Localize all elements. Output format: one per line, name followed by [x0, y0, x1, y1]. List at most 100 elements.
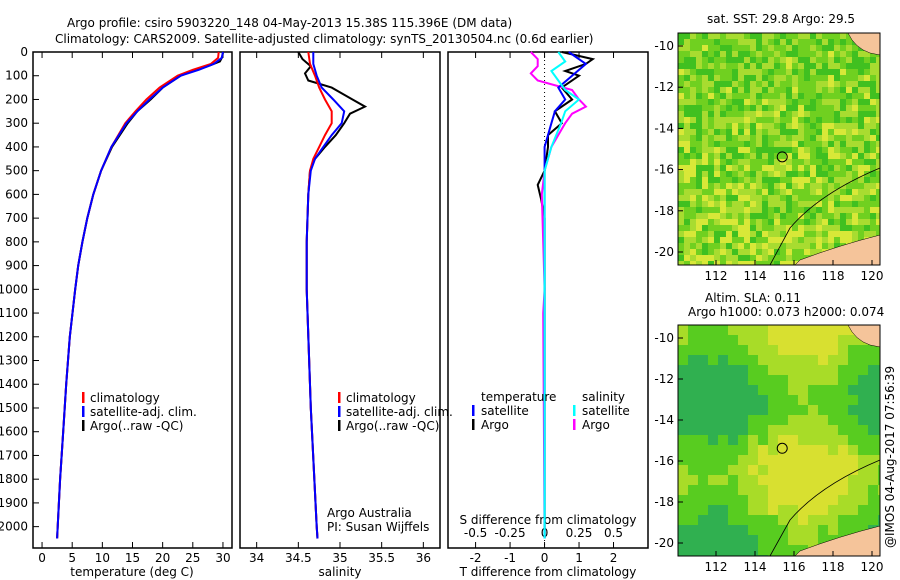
map-cell [738, 69, 744, 75]
map-cell [834, 237, 840, 243]
map-cell [810, 195, 816, 201]
map-cell [678, 375, 688, 385]
depth-tick-label: 200 [5, 92, 28, 106]
map-cell [756, 201, 762, 207]
map-cell [852, 141, 858, 147]
map-cell [708, 147, 714, 153]
depth-tick-label: 1700 [0, 448, 28, 462]
map-cell [818, 415, 828, 425]
map-cell [876, 165, 880, 171]
map-cell [828, 345, 838, 355]
map-cell [778, 445, 788, 455]
map-cell [696, 123, 702, 129]
map-cell [846, 141, 852, 147]
map-cell [758, 425, 768, 435]
map-cell [840, 93, 846, 99]
map-cell [678, 231, 684, 237]
map-cell [808, 505, 818, 515]
map-cell [808, 425, 818, 435]
map-cell [846, 219, 852, 225]
map-cell [828, 365, 838, 375]
map-cell [848, 415, 858, 425]
map-cell [780, 201, 786, 207]
map-cell [688, 385, 698, 395]
map-cell [718, 515, 728, 525]
map-cell [678, 69, 684, 75]
map-cell [878, 365, 880, 375]
argo-location-marker [776, 151, 788, 163]
map-cell [792, 189, 798, 195]
map-cell [698, 355, 708, 365]
map-cell [868, 405, 878, 415]
x-tick-label: 2 [610, 551, 618, 565]
map-cell [714, 165, 720, 171]
map-cell [718, 325, 728, 335]
map-cell [708, 195, 714, 201]
map-cell [698, 345, 708, 355]
map-cell [834, 39, 840, 45]
map-cell [828, 153, 834, 159]
map-cell [748, 475, 758, 485]
map-sla-label-2: Argo h1000: 0.073 h2000: 0.074 [688, 305, 884, 319]
map-cell [714, 243, 720, 249]
map-cell [870, 129, 876, 135]
depth-tick-label: 300 [5, 116, 28, 130]
map-cell [720, 231, 726, 237]
map-cell [762, 99, 768, 105]
map-cell [828, 515, 838, 525]
map-cell [726, 219, 732, 225]
map-cell [738, 345, 748, 355]
map-cell [810, 249, 816, 255]
map-cell [708, 135, 714, 141]
lat-tick-label: -10 [654, 331, 674, 345]
map-cell [690, 105, 696, 111]
map-cell [876, 219, 880, 225]
map-cell [846, 99, 852, 105]
map-cell [804, 225, 810, 231]
map-cell [698, 435, 708, 445]
map-cell [838, 505, 848, 515]
map-cell [726, 111, 732, 117]
map-cell [708, 117, 714, 123]
map-cell [828, 105, 834, 111]
map-cell [708, 105, 714, 111]
map-cell [858, 455, 868, 465]
map-sla-label-1: Altim. SLA: 0.11 [705, 291, 801, 305]
map-cell [678, 201, 684, 207]
map-cell [756, 45, 762, 51]
map-cell [788, 415, 798, 425]
map-cell [708, 159, 714, 165]
map-cell [774, 201, 780, 207]
map-cell [786, 213, 792, 219]
map-cell [750, 231, 756, 237]
map-cell [708, 75, 714, 81]
map-cell [838, 485, 848, 495]
map-cell [774, 147, 780, 153]
map-cell [696, 57, 702, 63]
map-cell [684, 33, 690, 39]
map-cell [750, 33, 756, 39]
map-cell [688, 545, 698, 555]
map-cell [774, 123, 780, 129]
map-cell [720, 135, 726, 141]
map-cell [726, 165, 732, 171]
map-cell [840, 117, 846, 123]
map-cell [774, 93, 780, 99]
map-cell [678, 545, 688, 555]
map-cell [768, 75, 774, 81]
map-cell [762, 183, 768, 189]
map-cell [798, 69, 804, 75]
map-frame [677, 324, 881, 557]
sst-map: 112 114 116 118 120-10-12-14-16-18-20 [654, 32, 883, 283]
map-cell [702, 45, 708, 51]
map-cell [678, 425, 688, 435]
map-cell [828, 147, 834, 153]
map-cell [876, 201, 880, 207]
map-cell [858, 345, 868, 355]
map-cell [848, 445, 858, 455]
legend-title: temperature [481, 390, 556, 404]
map-cell [798, 505, 808, 515]
bathymetry-contour [769, 459, 881, 557]
map-cell [738, 135, 744, 141]
map-cell [780, 105, 786, 111]
